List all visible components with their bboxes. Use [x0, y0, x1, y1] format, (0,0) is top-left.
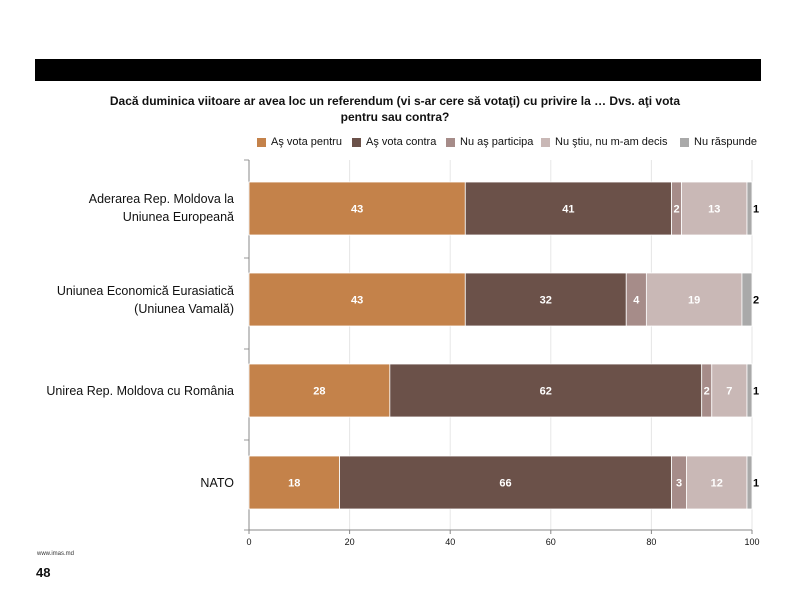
x-tick-label: 0: [246, 537, 251, 547]
legend-swatch: [541, 137, 550, 147]
legend-label: Nu ştiu, nu m-am decis: [555, 136, 668, 148]
legend-swatch: [257, 137, 266, 147]
bar-segment: [746, 363, 753, 418]
legend-item-nu-participa: Nu aş participa: [446, 136, 533, 148]
x-tick-label: 80: [646, 537, 656, 547]
data-label: 19: [688, 295, 700, 307]
category-label-eurasian: Uniunea Economică Eurasiatică (Uniunea V…: [20, 282, 234, 318]
category-label-eu: Aderarea Rep. Moldova la Uniunea Europea…: [20, 190, 234, 226]
category-label-line: Aderarea Rep. Moldova la: [88, 192, 234, 206]
legend-swatch: [352, 137, 361, 147]
legend-label: Nu aş participa: [460, 136, 534, 148]
category-label-line: Unirea Rep. Moldova cu România: [46, 384, 234, 398]
footer-url: www.imas.md: [37, 551, 75, 557]
bar-segment: [389, 363, 703, 418]
category-label-line: Uniunea Economică Eurasiatică: [56, 284, 234, 298]
x-tick-label: 40: [445, 537, 455, 547]
data-label: 43: [351, 295, 363, 307]
bar-segment: [248, 181, 466, 236]
legend-swatch: [446, 137, 455, 147]
bar-segment: [686, 455, 748, 510]
chart-title: Dacă duminica viitoare ar avea loc un re…: [90, 93, 700, 125]
x-tick-label: 20: [345, 537, 355, 547]
data-label: 7: [726, 386, 732, 398]
x-tick-label: 100: [744, 537, 759, 547]
bar-segment: [681, 181, 748, 236]
legend-item-nu-raspunde: Nu răspunde: [680, 136, 757, 148]
bar-segment: [746, 455, 753, 510]
legend-item-nu-stiu: Nu ştiu, nu m-am decis: [541, 136, 667, 148]
header-bar: [35, 59, 761, 81]
data-label: 2: [673, 204, 679, 216]
category-label-romania: Unirea Rep. Moldova cu România: [20, 382, 234, 400]
data-label: 43: [351, 204, 363, 216]
data-label: 1: [753, 386, 759, 398]
data-label: 18: [288, 478, 300, 490]
bar-segment: [339, 455, 672, 510]
data-label: 4: [633, 295, 640, 307]
x-tick-label: 60: [546, 537, 556, 547]
chart-title-line-1: Dacă duminica viitoare ar avea loc un re…: [109, 94, 681, 108]
bar-segment: [248, 272, 466, 327]
legend-label: Aş vota pentru: [271, 136, 342, 148]
bar-segment: [645, 272, 743, 327]
legend-label: Aş vota contra: [366, 136, 437, 148]
legend-label: Nu răspunde: [694, 136, 757, 148]
data-label: 13: [708, 204, 720, 216]
bar-segment: [746, 181, 753, 236]
category-label-line: NATO: [200, 476, 234, 490]
bar-segment: [248, 363, 391, 418]
legend-item-vota-pentru: Aş vota pentru: [257, 136, 342, 148]
data-label: 12: [711, 478, 723, 490]
category-label-line: Uniunea Europeană: [122, 210, 234, 224]
data-label: 66: [499, 478, 511, 490]
data-label: 1: [753, 204, 759, 216]
bar-segment: [464, 272, 627, 327]
chart-legend: Aş vota pentru Aş vota contra Nu aş part…: [0, 136, 793, 150]
page-number: 48: [36, 565, 51, 580]
category-label-nato: NATO: [20, 474, 234, 492]
bar-segment: [464, 181, 672, 236]
data-label: 41: [562, 204, 574, 216]
chart-title-line-2: pentru sau contra?: [340, 110, 450, 124]
data-label: 62: [540, 386, 552, 398]
data-label: 2: [753, 295, 759, 307]
bar-segment: [741, 272, 753, 327]
legend-swatch: [680, 137, 689, 147]
data-label: 32: [540, 295, 552, 307]
data-label: 3: [676, 478, 682, 490]
legend-item-vota-contra: Aş vota contra: [352, 136, 436, 148]
data-label: 28: [313, 386, 325, 398]
data-label: 2: [704, 386, 710, 398]
data-label: 1: [753, 478, 759, 490]
category-label-line: (Uniunea Vamală): [134, 302, 234, 316]
